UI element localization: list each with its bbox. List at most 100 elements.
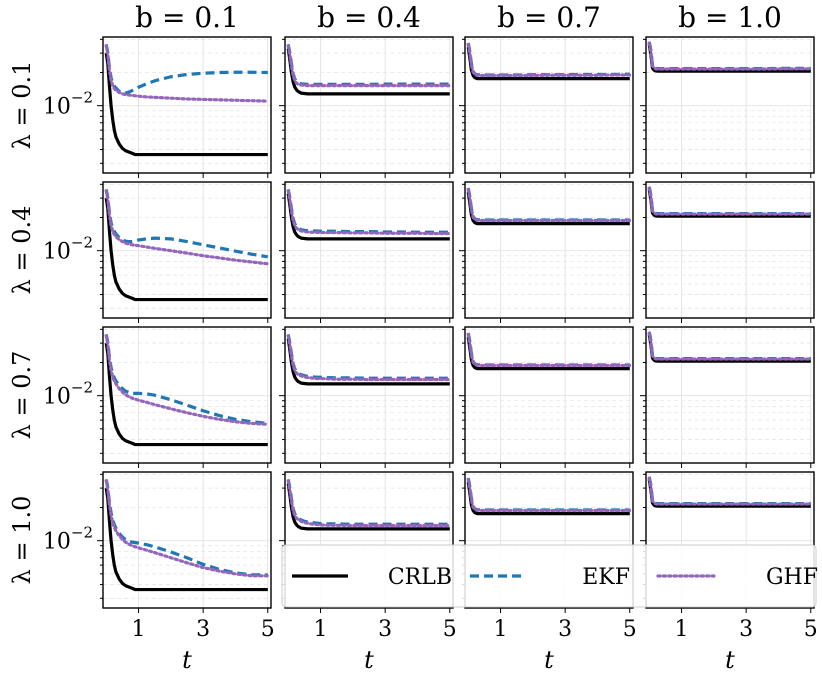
x-tick-label: 5	[443, 617, 457, 642]
legend-label: CRLB	[388, 565, 452, 590]
series-line-ghf	[286, 479, 452, 528]
panel-frame	[102, 326, 272, 464]
panel-r2-c1: 10−2	[43, 181, 272, 323]
series-group	[286, 44, 452, 96]
panel-frame	[102, 471, 272, 609]
panel-frame	[464, 36, 634, 174]
series-line-ghf	[104, 189, 270, 266]
x-axis-label: t	[725, 646, 735, 674]
x-axis-label: t	[364, 646, 374, 674]
legend-label: EKF	[582, 565, 630, 590]
series-line-crlb	[647, 189, 811, 218]
panel-frame	[645, 471, 815, 609]
series-line-crlb	[466, 46, 630, 81]
series-group	[466, 477, 632, 516]
series-line-ghf	[286, 334, 452, 382]
panel-frame	[645, 181, 815, 319]
series-line-ghf	[286, 189, 452, 236]
panel-r3-c4	[640, 326, 815, 468]
column-title: b = 0.7	[497, 1, 601, 34]
series-line-crlb	[647, 334, 811, 363]
series-group	[286, 189, 452, 241]
legend-item-ghf: GHF	[656, 565, 818, 590]
series-line-crlb	[104, 487, 268, 592]
x-tick-label: 1	[675, 617, 689, 642]
facet-titles: b = 0.1 b = 0.4 b = 0.7 b = 1.0 λ = 0.1 λ = 0…	[8, 1, 782, 584]
y-tick-label: 10−2	[43, 89, 93, 120]
legend-label: GHF	[766, 565, 818, 590]
legend-item-ekf: EKF	[470, 565, 630, 590]
series-group	[466, 42, 632, 81]
series-group	[647, 331, 813, 363]
series-line-ekf	[647, 476, 811, 506]
panel-r3-c1: 10−2	[43, 326, 272, 468]
panel-r1-c4	[640, 36, 815, 178]
series-group	[104, 189, 270, 302]
series-group	[647, 186, 813, 218]
panel-r2-c2	[279, 181, 454, 323]
panel-frame	[284, 471, 454, 609]
column-title: b = 0.4	[317, 1, 421, 34]
panel-frame	[645, 326, 815, 464]
x-tick-label: 1	[314, 617, 328, 642]
series-line-crlb	[466, 336, 630, 371]
series-line-ghf	[466, 187, 632, 223]
series-line-ghf	[104, 334, 270, 426]
panel-r4-c1: 10−2 1 3 5 t	[43, 471, 275, 674]
series-line-crlb	[286, 193, 450, 241]
series-line-crlb	[647, 479, 811, 508]
x-tick-label: 3	[196, 617, 210, 642]
x-tick-label: 1	[132, 617, 146, 642]
panel-r1-c1: 10−2	[43, 36, 272, 178]
panel-frame	[284, 326, 454, 464]
series-line-ghf	[104, 479, 270, 578]
series-line-ghf	[647, 186, 813, 216]
series-group	[647, 476, 813, 508]
series-group	[466, 187, 632, 226]
legend-box	[281, 544, 817, 608]
panel-frame	[102, 36, 272, 174]
y-tick-label: 10−2	[43, 524, 93, 555]
panel-r1-c2	[279, 36, 454, 178]
legend: CRLB EKF GHF	[281, 544, 818, 608]
series-line-crlb	[286, 48, 450, 96]
series-line-ekf	[647, 331, 811, 361]
series-line-ekf	[104, 189, 269, 259]
series-line-ekf	[647, 41, 811, 71]
row-title: λ = 0.4	[8, 206, 36, 295]
y-tick-label: 10−2	[43, 234, 93, 265]
panel-frame	[284, 181, 454, 319]
series-line-crlb	[104, 52, 268, 157]
legend-item-crlb: CRLB	[292, 565, 452, 590]
x-tick-label: 5	[623, 617, 637, 642]
series-line-crlb	[286, 483, 450, 531]
series-line-crlb	[104, 197, 268, 302]
series-line-ghf	[286, 44, 452, 88]
column-title: b = 0.1	[135, 1, 239, 34]
panel-frame	[464, 471, 634, 609]
panel-r2-c4	[640, 181, 815, 323]
panel-r3-c3	[459, 326, 634, 468]
x-axis-label: t	[182, 646, 192, 674]
column-title: b = 1.0	[678, 1, 782, 34]
series-line-ghf	[466, 332, 632, 368]
panel-frame	[284, 36, 454, 174]
series-line-crlb	[647, 44, 811, 73]
series-line-crlb	[286, 338, 450, 386]
series-group	[104, 479, 270, 592]
series-line-ghf	[466, 477, 632, 513]
series-line-ghf	[647, 331, 813, 361]
series-group	[104, 334, 270, 447]
series-line-ekf	[104, 44, 268, 95]
series-line-ghf	[466, 42, 632, 78]
x-tick-label: 5	[804, 617, 818, 642]
series-group	[286, 479, 452, 531]
series-line-ghf	[647, 41, 813, 71]
panel-grid: 10−2 10−2 10−2 10−2 1 3 5 t 1 3 5 t 1 3 5 t 1 3 5 t	[43, 36, 818, 674]
panel-r1-c3	[459, 36, 634, 178]
series-line-crlb	[466, 191, 630, 226]
panel-frame	[645, 36, 815, 174]
series-group	[286, 334, 452, 386]
series-line-ekf	[104, 334, 268, 426]
series-line-ekf	[647, 186, 811, 216]
